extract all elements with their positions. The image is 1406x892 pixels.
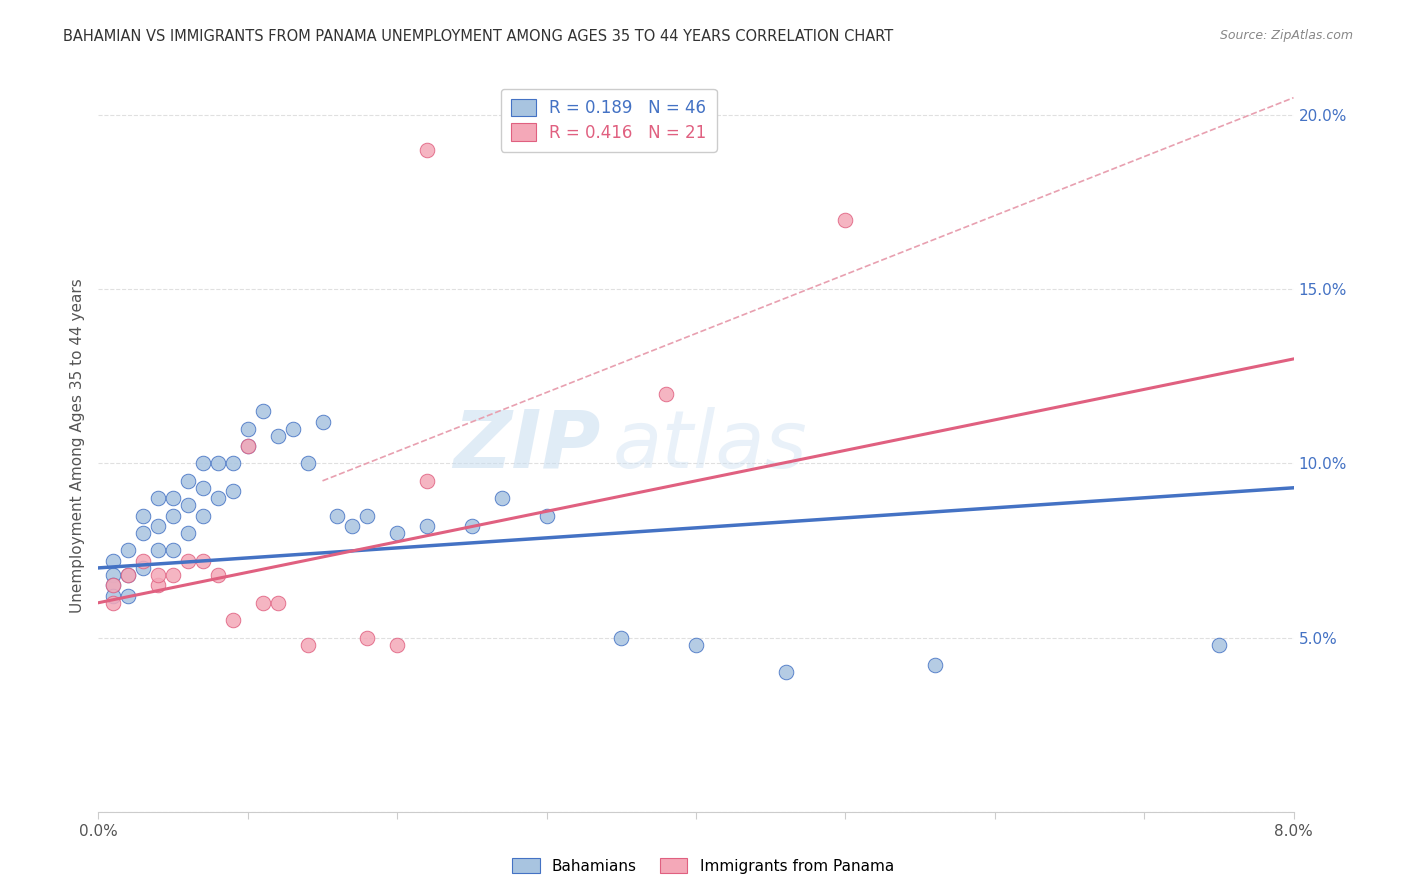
Point (416, 474, 439, 488)
Point (191, 508, 214, 523)
Text: BAHAMIAN VS IMMIGRANTS FROM PANAMA UNEMPLOYMENT AMONG AGES 35 TO 44 YEARS CORREL: BAHAMIAN VS IMMIGRANTS FROM PANAMA UNEMP… (63, 29, 894, 44)
Point (117, 567, 139, 582)
Point (191, 457, 214, 471)
Point (297, 457, 319, 471)
Point (148, 578, 170, 592)
Point (177, 526, 200, 541)
Point (326, 508, 349, 523)
Point (148, 491, 170, 506)
Point (311, 415, 333, 429)
Legend: Bahamians, Immigrants from Panama: Bahamians, Immigrants from Panama (506, 852, 900, 880)
Point (385, 526, 409, 541)
Point (148, 543, 170, 558)
Point (207, 457, 229, 471)
Point (236, 439, 259, 453)
Point (103, 578, 125, 592)
Point (132, 561, 155, 575)
Point (103, 578, 125, 592)
Point (117, 567, 139, 582)
Point (162, 491, 184, 506)
Point (297, 638, 319, 652)
Text: Source: ZipAtlas.com: Source: ZipAtlas.com (1219, 29, 1353, 42)
Point (267, 428, 290, 442)
Text: ZIP: ZIP (453, 407, 600, 485)
Point (267, 596, 290, 610)
Point (148, 567, 170, 582)
Point (207, 567, 229, 582)
Point (416, 519, 439, 533)
Point (117, 589, 139, 603)
Point (655, 386, 678, 401)
Point (207, 491, 229, 506)
Point (461, 519, 484, 533)
Point (252, 404, 274, 418)
Point (162, 508, 184, 523)
Point (1208, 638, 1230, 652)
Point (491, 491, 513, 506)
Point (342, 519, 364, 533)
Point (685, 638, 707, 652)
Point (132, 508, 155, 523)
Point (222, 484, 245, 499)
Point (117, 543, 139, 558)
Point (148, 519, 170, 533)
Point (236, 439, 259, 453)
Point (191, 481, 214, 495)
Point (236, 421, 259, 435)
Y-axis label: Unemployment Among Ages 35 to 44 years: Unemployment Among Ages 35 to 44 years (69, 278, 84, 614)
Point (191, 554, 214, 568)
Point (775, 665, 797, 680)
Point (252, 596, 274, 610)
Point (132, 554, 155, 568)
Point (281, 421, 304, 435)
Point (162, 567, 184, 582)
Point (356, 508, 378, 523)
Point (222, 613, 245, 627)
Point (356, 631, 378, 645)
Point (385, 638, 409, 652)
Point (610, 631, 633, 645)
Point (103, 554, 125, 568)
Point (132, 526, 155, 541)
Point (536, 508, 558, 523)
Point (924, 658, 946, 673)
Text: atlas: atlas (613, 407, 807, 485)
Point (103, 589, 125, 603)
Point (416, 143, 439, 157)
Legend: R = 0.189   N = 46, R = 0.416   N = 21: R = 0.189 N = 46, R = 0.416 N = 21 (501, 88, 717, 152)
Point (177, 474, 200, 488)
Point (834, 212, 856, 227)
Point (222, 457, 245, 471)
Point (162, 543, 184, 558)
Point (177, 554, 200, 568)
Point (103, 596, 125, 610)
Point (177, 498, 200, 512)
Point (103, 567, 125, 582)
